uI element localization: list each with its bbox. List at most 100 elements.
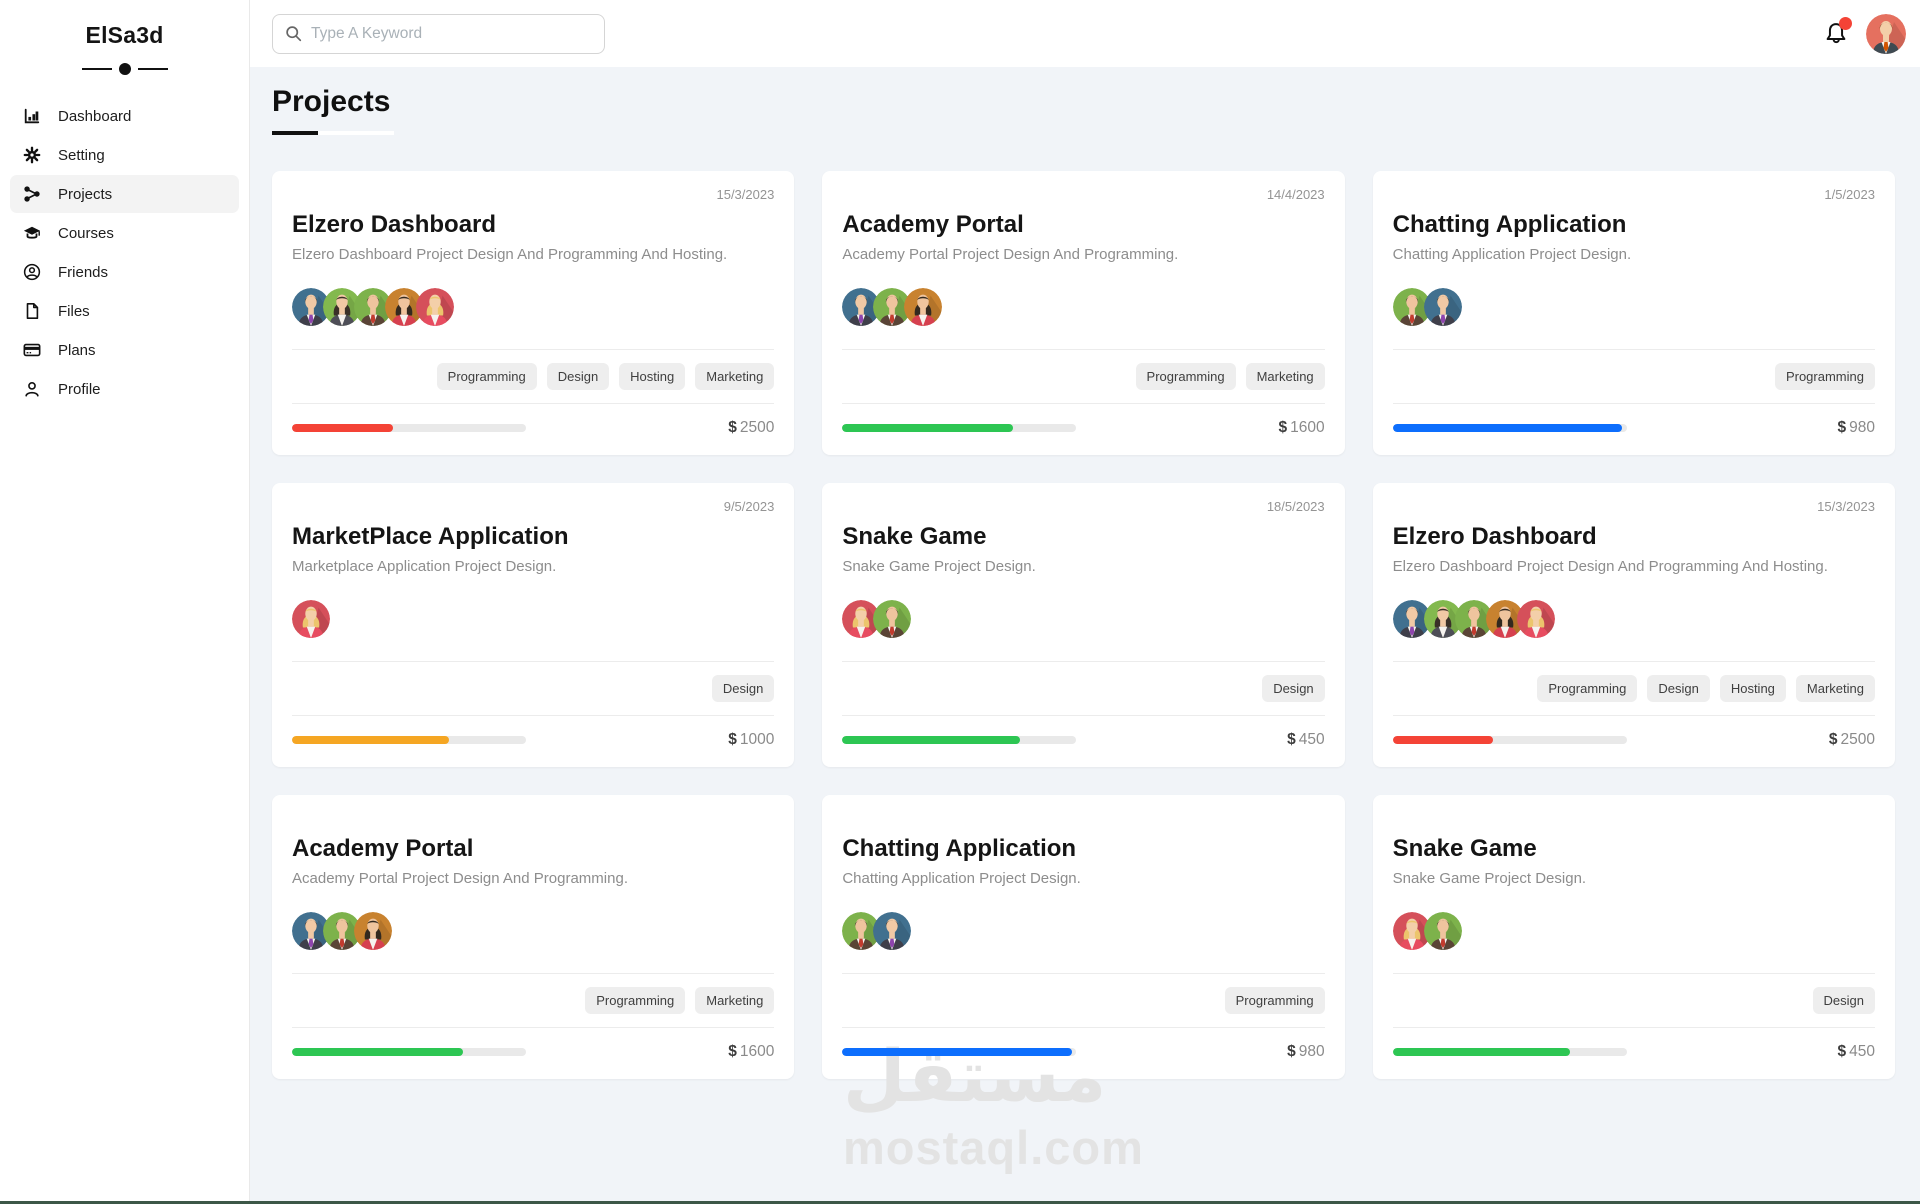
sidebar-item-setting[interactable]: Setting [10,136,239,174]
sidebar-item-label: Setting [58,146,105,164]
team-member-avatar [1392,288,1431,326]
user-avatar[interactable] [1866,13,1906,54]
project-footer: $1600 [292,1027,775,1061]
project-tag: Programming [1774,363,1875,390]
price-amount: 450 [1849,1043,1875,1060]
project-card-elzero-dashboard[interactable]: 15/3/2023 Elzero Dashboard Elzero Dashboar… [1372,483,1895,767]
project-card-snake-game[interactable]: 18/5/2023 Snake Game Snake Game Project De… [822,483,1345,767]
team-member-avatar [842,912,881,950]
price-currency: $ [1278,419,1288,436]
sidebar-item-label: Plans [58,341,96,359]
project-date [292,811,774,828]
project-tag: Marketing [695,987,775,1014]
project-tag: Marketing [1795,675,1875,702]
logo-line-left [81,68,112,70]
dashboard-icon [22,106,42,126]
team-member-avatar [292,288,330,326]
files-icon [22,301,42,321]
project-description: Elzero Dashboard Project Design And Prog… [292,246,728,263]
sidebar-nav: Dashboard Setting Projects Courses Friends Fi… [0,97,249,408]
project-tag: Design [711,675,775,702]
price-currency: $ [1828,731,1838,748]
project-tags: Programming Design Hosting Marketing [1392,661,1875,715]
team-avatars [842,912,1324,950]
sidebar-item-label: Dashboard [58,107,132,125]
team-member-avatar [873,912,912,950]
search-input[interactable] [311,24,592,43]
team-avatars [842,288,1324,326]
project-card-chatting-application[interactable]: 1/5/2023 Chatting Application Chatting App… [1372,171,1895,455]
app-logo: ElSa3d [85,22,164,48]
project-footer: $2500 [292,403,775,437]
search-box[interactable] [272,13,605,54]
price-currency: $ [1837,1043,1847,1060]
logo-decoration [0,63,249,75]
main-content: Projects 15/3/2023 Elzero Dashboard Elzero… [250,67,1920,1204]
project-tags: Programming [1392,349,1875,403]
project-footer: $1000 [292,715,775,749]
sidebar-item-friends[interactable]: Friends [10,253,239,291]
courses-icon [22,223,42,243]
team-member-avatar [385,288,423,326]
project-description: Snake Game Project Design. [1392,870,1587,887]
project-card-academy-portal[interactable]: Academy Portal Academy Portal Project Des… [272,795,795,1079]
project-price: $1600 [1279,419,1325,437]
project-date [1393,811,1875,828]
team-member-avatar [354,912,392,950]
team-member-avatar [292,600,330,638]
project-price: $980 [1287,1043,1325,1061]
notification-bell[interactable] [1822,16,1852,48]
progress-fill [842,1048,1072,1056]
project-price: $1600 [728,1043,774,1061]
team-member-avatar [1392,912,1431,950]
project-date: 15/3/2023 [1817,499,1875,514]
progress-bar [1392,424,1627,432]
project-card-snake-game[interactable]: Snake Game Snake Game Project Design. Desi… [1372,795,1895,1079]
sidebar-item-label: Files [58,302,90,320]
project-footer: $450 [1392,1027,1875,1061]
project-tags: Programming Marketing [842,349,1325,403]
team-member-avatar [354,288,392,326]
project-date: 14/4/2023 [1266,187,1325,202]
project-title: Elzero Dashboard [292,211,497,238]
project-tags: Design [842,661,1325,715]
project-tag: Hosting [1719,675,1786,702]
project-tag: Hosting [619,363,686,390]
sidebar-item-plans[interactable]: Plans [10,331,239,369]
team-member-avatar [1423,912,1462,950]
project-card-marketplace-application[interactable]: 9/5/2023 MarketPlace Application Marketpla… [272,483,795,767]
project-tag: Programming [436,363,537,390]
sidebar-item-label: Friends [58,263,109,281]
project-date: 9/5/2023 [723,499,775,514]
project-title: Chatting Application [842,835,1077,862]
team-member-avatar [323,912,361,950]
sidebar-item-dashboard[interactable]: Dashboard [10,97,239,135]
project-card-chatting-application[interactable]: Chatting Application Chatting Application… [822,795,1345,1079]
team-member-avatar [323,288,361,326]
project-description: Chatting Application Project Design. [1392,246,1632,263]
price-amount: 450 [1298,731,1325,748]
settings-icon [22,145,42,165]
project-title: Elzero Dashboard [1392,523,1597,550]
price-amount: 1600 [739,1043,775,1060]
project-price: $450 [1837,1043,1875,1061]
sidebar-item-profile[interactable]: Profile [10,370,239,408]
price-currency: $ [1837,419,1847,436]
team-avatars [292,600,774,638]
sidebar-item-files[interactable]: Files [10,292,239,330]
sidebar-item-courses[interactable]: Courses [10,214,239,252]
bottom-edge-line [0,1201,1920,1204]
project-title: Academy Portal [842,211,1024,238]
sidebar-item-projects[interactable]: Projects [10,175,239,213]
project-card-academy-portal[interactable]: 14/4/2023 Academy Portal Academy Portal Pr… [822,171,1345,455]
project-footer: $1600 [842,403,1325,437]
progress-bar [842,736,1077,744]
sidebar-item-label: Courses [58,224,114,242]
project-title: MarketPlace Application [292,523,569,550]
project-card-elzero-dashboard[interactable]: 15/3/2023 Elzero Dashboard Elzero Dashboar… [272,171,795,455]
team-avatars [292,912,774,950]
progress-fill [292,1048,463,1056]
project-footer: $980 [1392,403,1875,437]
team-avatars [1392,288,1875,326]
project-tag: Programming [585,987,686,1014]
